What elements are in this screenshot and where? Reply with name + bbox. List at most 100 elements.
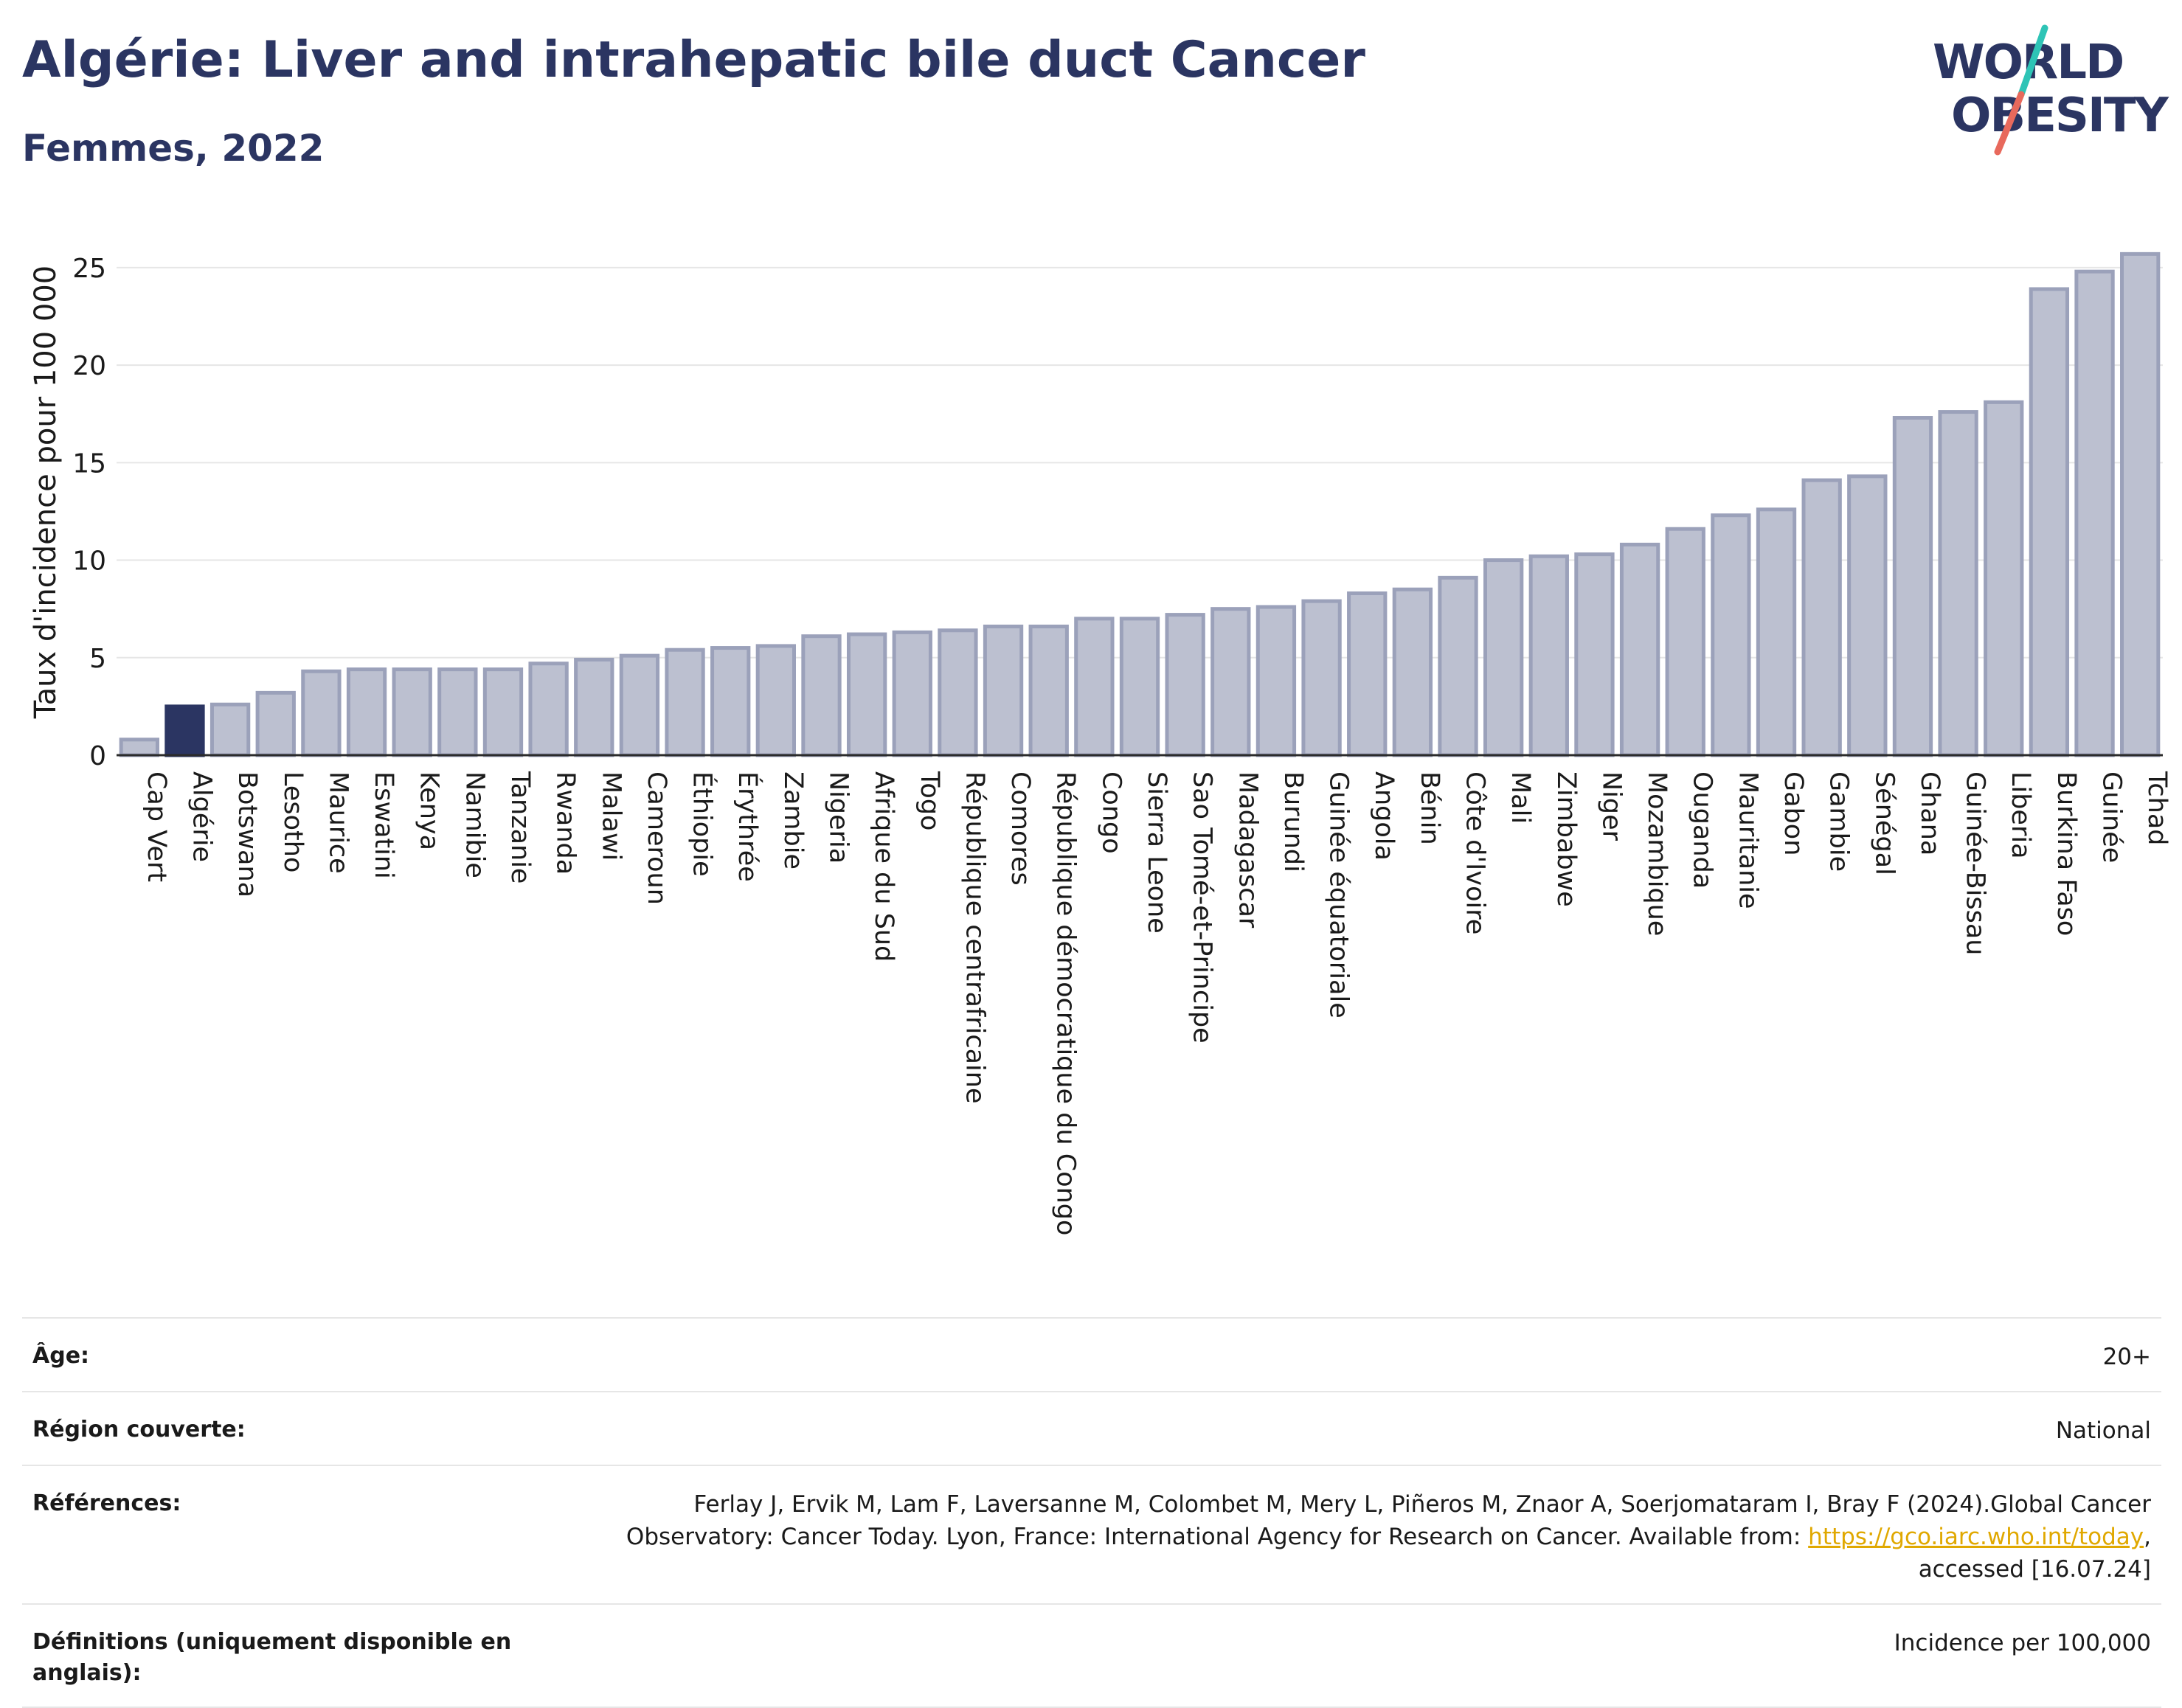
x-tick-label: Mozambique bbox=[1642, 771, 1672, 936]
bar bbox=[1211, 607, 1251, 757]
x-tick-label: Érythrée bbox=[732, 771, 763, 882]
x-tick-label: Sénégal bbox=[1869, 771, 1899, 875]
x-tick-label: Bénin bbox=[1415, 771, 1444, 845]
x-tick-label: Guinée bbox=[2097, 771, 2127, 863]
x-tick-label: Zimbabwe bbox=[1551, 771, 1581, 907]
bar bbox=[209, 702, 251, 757]
bar bbox=[1756, 507, 1797, 757]
x-tick-label: République démocratique du Congo bbox=[1051, 771, 1081, 1235]
references-text: Ferlay J, Ervik M, Lam F, Laversanne M, … bbox=[626, 1491, 2151, 1550]
references-value: Ferlay J, Ervik M, Lam F, Laversanne M, … bbox=[602, 1488, 2151, 1586]
x-tick-label: Éthiopie bbox=[687, 771, 718, 877]
bar bbox=[1119, 617, 1160, 757]
bar bbox=[164, 704, 205, 757]
y-tick-label: 10 bbox=[72, 546, 106, 577]
bar bbox=[1801, 478, 1842, 757]
definitions-label: Définitions (uniquement disponible en an… bbox=[32, 1629, 512, 1686]
x-tick-label: Eswatini bbox=[369, 771, 398, 879]
bar bbox=[2120, 251, 2161, 757]
region-value: National bbox=[2055, 1417, 2151, 1444]
bar bbox=[1528, 554, 1569, 757]
y-tick-label: 20 bbox=[72, 351, 106, 381]
age-value: 20+ bbox=[2102, 1344, 2151, 1370]
bar bbox=[1074, 617, 1115, 757]
x-tick-label: Rwanda bbox=[551, 771, 581, 875]
references-accessed: , accessed [16.07.24] bbox=[1918, 1524, 2151, 1583]
y-tick-label: 0 bbox=[89, 741, 106, 771]
x-tick-label: Comores bbox=[1005, 771, 1035, 886]
bar bbox=[1438, 575, 1478, 757]
x-tick-label: Mali bbox=[1506, 771, 1535, 824]
world-obesity-logo[interactable]: WORLD OBESITY bbox=[1918, 22, 2169, 162]
bar bbox=[1255, 605, 1297, 757]
chart-subtitle: Femmes, 2022 bbox=[22, 127, 325, 170]
x-tick-label: Nigeria bbox=[823, 771, 853, 864]
region-label: Région couverte: bbox=[32, 1417, 246, 1443]
x-tick-label: Malawi bbox=[596, 771, 626, 861]
info-row-age: Âge: 20+ bbox=[22, 1317, 2161, 1391]
bar bbox=[1347, 591, 1388, 757]
x-tick-label: Maurice bbox=[323, 771, 353, 874]
bar bbox=[1892, 416, 1933, 757]
bar bbox=[1165, 613, 1205, 757]
bar bbox=[346, 667, 387, 757]
x-tick-label: Tchad bbox=[2142, 771, 2172, 846]
bar bbox=[255, 690, 296, 757]
age-label: Âge: bbox=[32, 1343, 90, 1369]
bar bbox=[1619, 542, 1660, 757]
x-tick-label: Ouganda bbox=[1688, 771, 1717, 889]
x-tick-label: Côte d'Ivoire bbox=[1461, 771, 1490, 934]
bar bbox=[1938, 410, 1978, 757]
bar bbox=[2074, 269, 2115, 757]
bar bbox=[665, 648, 705, 757]
references-link[interactable]: https://gco.iarc.who.int/today bbox=[1808, 1524, 2144, 1550]
x-tick-label: Angola bbox=[1369, 771, 1399, 861]
bars bbox=[119, 251, 2161, 757]
chart-title: Algérie: Liver and intrahepatic bile duc… bbox=[22, 31, 1365, 89]
x-tick-label: Afrique du Sud bbox=[869, 771, 898, 962]
x-tick-label: Zambie bbox=[778, 771, 808, 869]
bar bbox=[482, 667, 524, 757]
bar-chart: 0 5 10 15 20 25 Cap Vert Algérie Botswana Lesoth… bbox=[29, 251, 2172, 1235]
x-tick-label: Algérie bbox=[187, 771, 216, 862]
y-tick-label: 25 bbox=[72, 254, 106, 284]
bar bbox=[1483, 558, 1524, 757]
x-tick-label: Burundi bbox=[1278, 771, 1308, 872]
bar bbox=[1574, 552, 1615, 757]
bar bbox=[119, 737, 159, 757]
x-tick-label: Gabon bbox=[1778, 771, 1808, 855]
references-label: Références: bbox=[32, 1490, 181, 1516]
x-tick-label: Gambie bbox=[1824, 771, 1854, 872]
bar bbox=[1711, 513, 1751, 757]
bar bbox=[892, 630, 932, 757]
bar bbox=[801, 634, 842, 757]
info-row-references: Références: Ferlay J, Ervik M, Lam F, La… bbox=[22, 1465, 2161, 1603]
bar bbox=[2029, 287, 2070, 757]
bar bbox=[1392, 587, 1433, 757]
bar bbox=[619, 653, 660, 757]
info-row-region: Région couverte: National bbox=[22, 1391, 2161, 1465]
definitions-value: Incidence per 100,000 bbox=[1894, 1630, 2151, 1656]
bar bbox=[1028, 624, 1069, 757]
x-tick-label: Congo bbox=[1096, 771, 1126, 854]
bar bbox=[710, 646, 751, 757]
y-tick-label: 15 bbox=[72, 448, 106, 479]
bar bbox=[755, 644, 797, 757]
bar bbox=[846, 632, 887, 757]
bar bbox=[938, 628, 978, 757]
x-tick-label: Niger bbox=[1596, 771, 1626, 841]
x-tick-label: Mauritanie bbox=[1733, 771, 1762, 909]
x-tick-label: Namibie bbox=[460, 771, 489, 878]
x-axis-ticks: Cap Vert Algérie Botswana Lesotho Maurice Esw… bbox=[142, 771, 2172, 1235]
x-tick-label: Burkina Faso bbox=[2051, 771, 2081, 936]
x-tick-label: Tanzanie bbox=[505, 771, 535, 883]
y-axis-ticks: 0 5 10 15 20 25 bbox=[72, 254, 106, 771]
bar bbox=[983, 624, 1024, 757]
bar bbox=[574, 657, 614, 757]
x-tick-label: Madagascar bbox=[1233, 771, 1262, 928]
x-tick-label: Togo bbox=[915, 771, 944, 830]
bar bbox=[437, 667, 478, 757]
bar bbox=[1301, 599, 1342, 757]
x-tick-label: Lesotho bbox=[278, 771, 308, 872]
bar bbox=[1665, 527, 1705, 757]
